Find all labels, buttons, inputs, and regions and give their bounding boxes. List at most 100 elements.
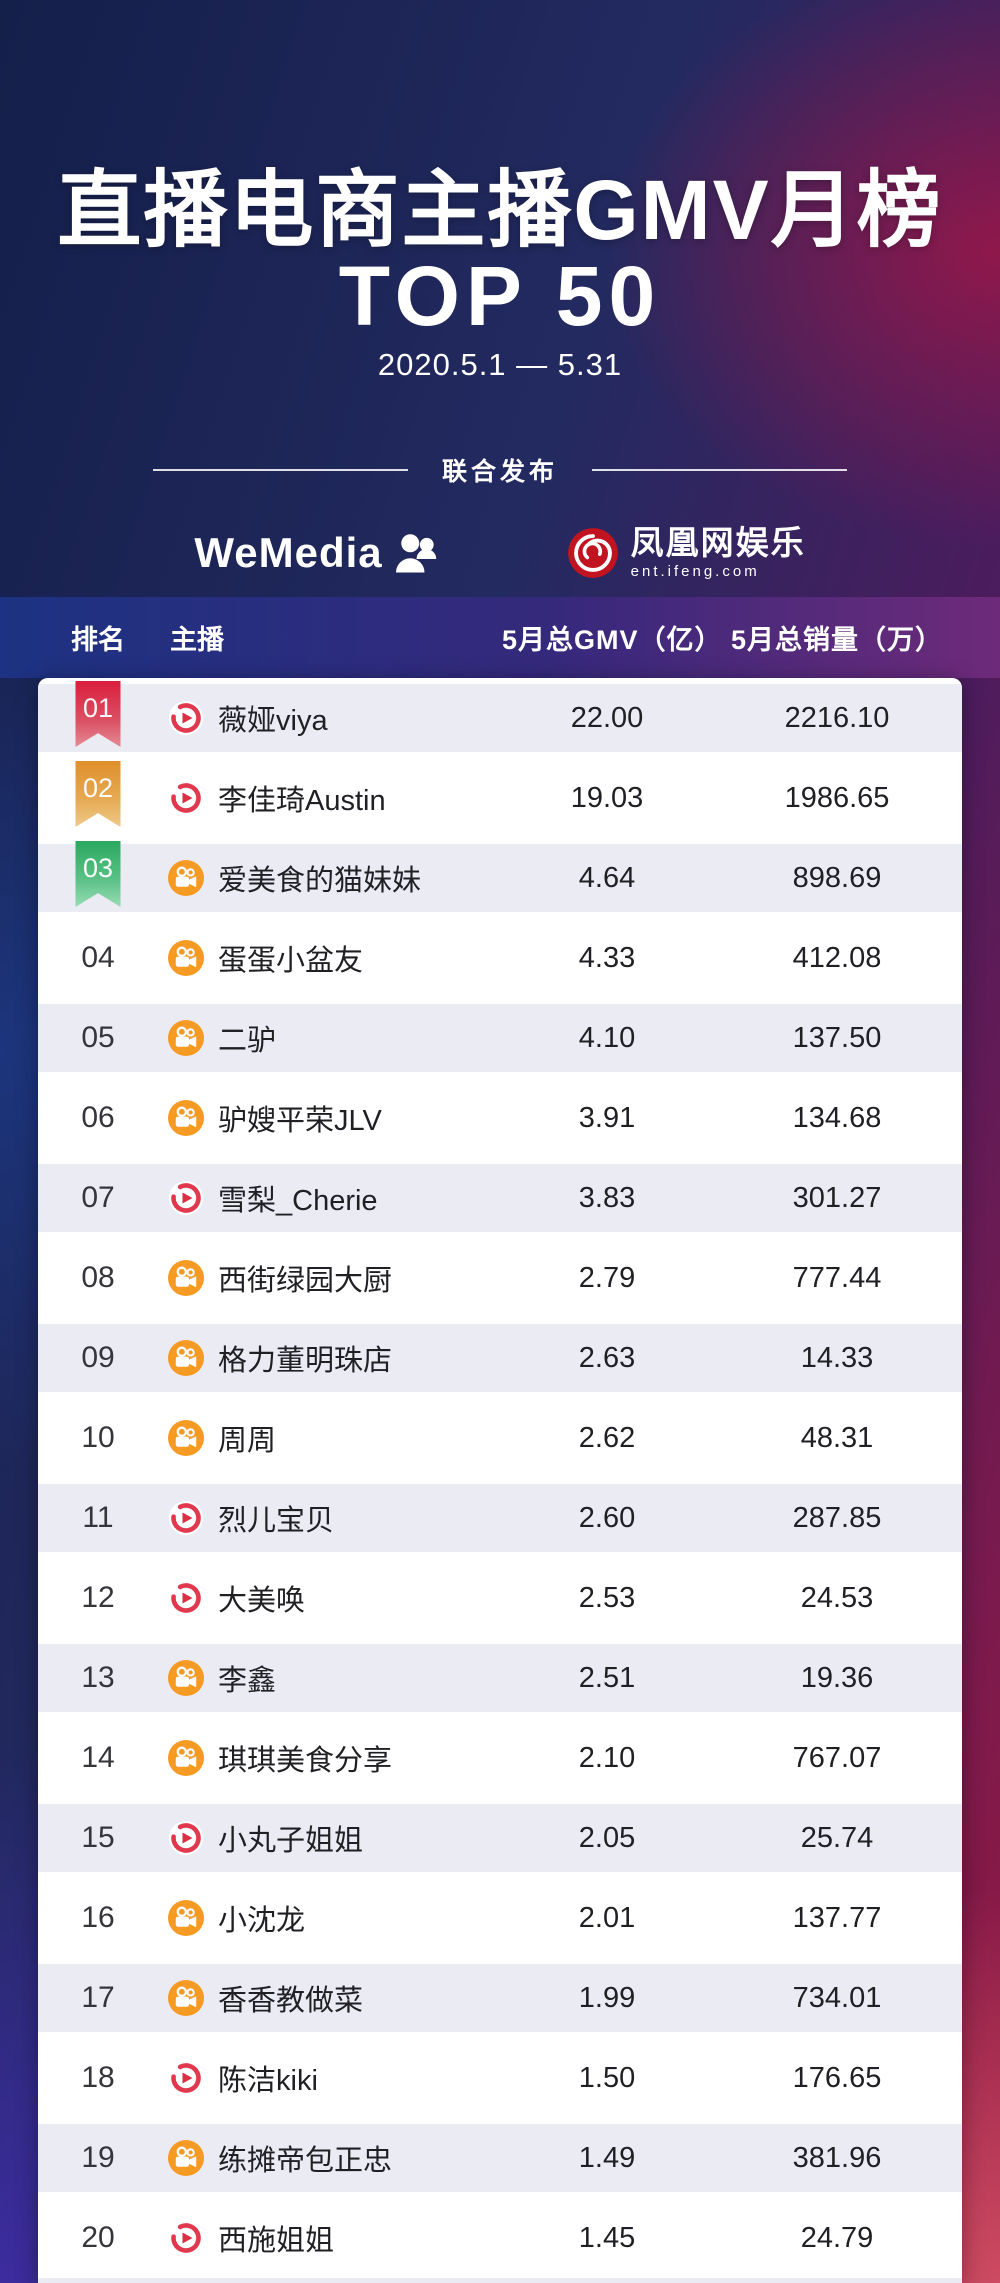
table-row: 08 西街绿园大厨 2.79 777.44 (38, 1238, 962, 1318)
gmv-value: 3.91 (578, 1101, 636, 1134)
table-row: 17 香香教做菜 1.99 734.01 (38, 1958, 962, 2038)
gmv-value: 2.79 (578, 1261, 636, 1294)
anchor-name: 李鑫 (218, 1665, 277, 1697)
page-title: 直播电商主播GMV月榜 (57, 163, 943, 257)
rank-cell: 07 (38, 1158, 158, 1238)
rank-ribbon: 03 (75, 841, 121, 907)
anchor-name: 周周 (218, 1425, 277, 1457)
rank-cell: 10 (38, 1398, 158, 1478)
gmv-value: 2.01 (578, 1901, 636, 1934)
column-header-anchor: 主播 (170, 625, 224, 655)
anchor-cell: 小沈龙 (158, 1897, 502, 1939)
date-range: 2020.5.1 — 5.31 (377, 347, 623, 382)
gmv-value: 1.50 (578, 2061, 636, 2094)
anchor-name: 薇娅viya (218, 705, 328, 737)
phoenix-logo-text: 凤凰网娱乐 ent.ifeng.com (630, 524, 806, 580)
rank-cell: 13 (38, 1638, 158, 1718)
divider-line-right (592, 469, 847, 471)
sales-value: 19.36 (800, 1661, 874, 1694)
sales-value: 134.68 (792, 1101, 882, 1134)
kuaishou-icon (168, 1020, 204, 1056)
wemedia-logo: WeMedia (194, 529, 446, 577)
divider-line-left (152, 469, 408, 471)
gmv-value: 2.63 (578, 1341, 636, 1374)
rank-ribbon: 02 (75, 761, 121, 827)
rank-cell: 03 (38, 838, 158, 918)
gmv-value: 4.33 (578, 941, 636, 974)
sales-value: 24.53 (800, 1581, 874, 1614)
anchor-cell: 爱美食的猫妹妹 (158, 857, 502, 899)
table-row: 19 练摊帝包正忠 1.49 381.96 (38, 2118, 962, 2198)
column-header-sales: 5月总销量（万） (730, 625, 944, 655)
taobao-live-icon (168, 780, 204, 816)
kuaishou-icon (168, 1660, 204, 1696)
rank-cell: 11 (38, 1478, 158, 1558)
table-row: 13 李鑫 2.51 19.36 (38, 1638, 962, 1718)
rank-number: 11 (82, 1501, 114, 1534)
anchor-name: 烈儿宝贝 (218, 1505, 335, 1537)
gmv-value: 1.99 (578, 1981, 636, 2014)
rank-number: 12 (81, 1581, 115, 1614)
kuaishou-icon (168, 1340, 204, 1376)
rank-number: 16 (81, 1901, 115, 1934)
phoenix-logo-name: 凤凰网娱乐 (630, 524, 806, 562)
table-row: 04 蛋蛋小盆友 4.33 412.08 (38, 918, 962, 998)
rank-number: 07 (81, 1181, 115, 1214)
sales-value: 287.85 (792, 1501, 882, 1534)
page-subtitle: TOP 50 (338, 249, 662, 343)
table-row: 02 李佳琦Austin 19.03 1986.65 (38, 758, 962, 838)
table-row: 15 小丸子姐姐 2.05 25.74 (38, 1798, 962, 1878)
rank-ribbon: 01 (75, 681, 121, 747)
sales-value: 2216.10 (784, 701, 890, 734)
table-row: 07 雪梨_Cherie 3.83 301.27 (38, 1158, 962, 1238)
rank-cell: 19 (38, 2118, 158, 2198)
rank-number: 10 (81, 1421, 115, 1454)
anchor-cell: 西街绿园大厨 (158, 1257, 502, 1299)
anchor-name: 香香教做菜 (218, 1985, 364, 2017)
table-row: 11 烈儿宝贝 2.60 287.85 (38, 1478, 962, 1558)
gmv-value: 2.05 (578, 1821, 636, 1854)
phoenix-logo: 凤凰网娱乐 ent.ifeng.com (567, 526, 806, 579)
sales-value: 734.01 (792, 1981, 882, 2014)
column-header-gmv: 5月总GMV（亿） (502, 625, 723, 655)
table-row: 16 小沈龙 2.01 137.77 (38, 1878, 962, 1958)
table-row: 20 西施姐姐 1.45 24.79 (38, 2198, 962, 2278)
sales-value: 14.33 (800, 1341, 874, 1374)
gmv-value: 2.51 (578, 1661, 636, 1694)
anchor-cell: 烈儿宝贝 (158, 1497, 502, 1539)
rank-cell: 01 (38, 678, 158, 758)
kuaishou-icon (168, 1260, 204, 1296)
taobao-live-icon (168, 1820, 204, 1856)
rank-cell: 06 (38, 1078, 158, 1158)
gmv-value: 1.49 (578, 2141, 636, 2174)
rank-number: 13 (81, 1661, 115, 1694)
rank-number: 08 (81, 1261, 115, 1294)
anchor-name: 蛋蛋小盆友 (218, 945, 364, 977)
anchor-cell: 李鑫 (158, 1657, 502, 1699)
gmv-value: 2.53 (578, 1581, 636, 1614)
anchor-cell: 格力董明珠店 (158, 1337, 502, 1379)
leaderboard-card: 01 薇娅viya 22.00 2216.10 02 李佳琦Austin 19.… (38, 678, 962, 2283)
sales-value: 137.50 (792, 1021, 882, 1054)
rank-number: 09 (81, 1341, 115, 1374)
anchor-name: 西施姐姐 (218, 2225, 335, 2257)
gmv-value: 2.62 (578, 1421, 636, 1454)
rank-cell: 05 (38, 998, 158, 1078)
rank-cell: 17 (38, 1958, 158, 2038)
anchor-name: 格力董明珠店 (218, 1345, 393, 1377)
anchor-cell: 大美唤 (158, 1577, 502, 1619)
sales-value: 48.31 (800, 1421, 874, 1454)
rank-cell: 02 (38, 758, 158, 838)
rank-number: 05 (81, 1021, 115, 1054)
sales-value: 137.77 (792, 1901, 882, 1934)
anchor-name: 爱美食的猫妹妹 (218, 865, 422, 897)
anchor-cell: 驴嫂平荣JLV (158, 1097, 502, 1139)
anchor-cell: 雪梨_Cherie (158, 1177, 502, 1219)
sales-value: 25.74 (800, 1821, 874, 1854)
anchor-name: 小丸子姐姐 (218, 1825, 364, 1857)
anchor-cell: 练摊帝包正忠 (158, 2137, 502, 2179)
kuaishou-icon (168, 940, 204, 976)
gmv-value: 3.83 (578, 1181, 636, 1214)
anchor-name: 练摊帝包正忠 (218, 2145, 393, 2177)
